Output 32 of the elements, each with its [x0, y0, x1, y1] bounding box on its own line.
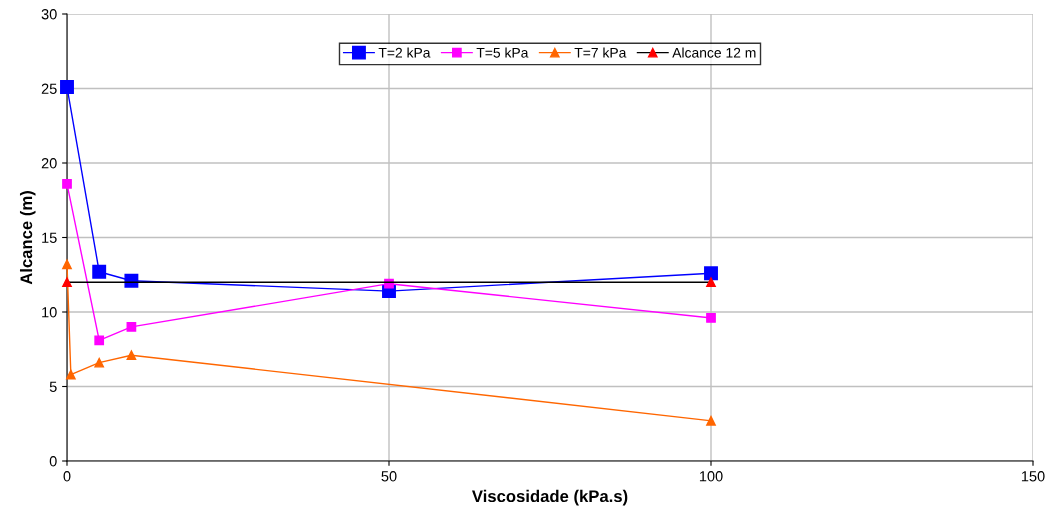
point — [126, 350, 137, 361]
point — [94, 357, 105, 368]
x-tick-label: 0 — [63, 471, 71, 482]
legend-label: T=5 kPa — [476, 47, 529, 58]
point — [706, 313, 716, 323]
x-axis-title: Viscosidade (kPa.s) — [471, 489, 628, 506]
point — [92, 264, 107, 279]
y-tick-label: 0 — [49, 456, 57, 467]
y-axis-title: Alcance (m) — [19, 191, 36, 285]
point — [704, 266, 718, 281]
y-tick-label: 30 — [41, 9, 57, 20]
legend-label: T=2 kPa — [378, 47, 431, 58]
point — [126, 322, 137, 332]
point — [66, 369, 76, 380]
legend-label: Alcance 12 m — [672, 47, 756, 58]
x-tick-label: 150 — [1021, 471, 1045, 482]
point — [706, 415, 716, 426]
point — [706, 277, 716, 288]
point — [62, 178, 72, 189]
x-tick-label: 100 — [699, 471, 723, 482]
y-tick-label: 25 — [41, 83, 57, 94]
point — [94, 335, 105, 346]
point — [124, 273, 139, 288]
legend-label: T=7 kPa — [574, 47, 627, 58]
y-tick-label: 20 — [41, 158, 57, 169]
point — [60, 80, 74, 94]
y-tick-label: 10 — [42, 307, 57, 318]
x-tick-label: 50 — [381, 471, 397, 482]
y-tick-label: 5 — [49, 381, 57, 392]
point — [62, 259, 72, 270]
y-tick-label: 15 — [42, 232, 57, 243]
point — [62, 277, 72, 288]
